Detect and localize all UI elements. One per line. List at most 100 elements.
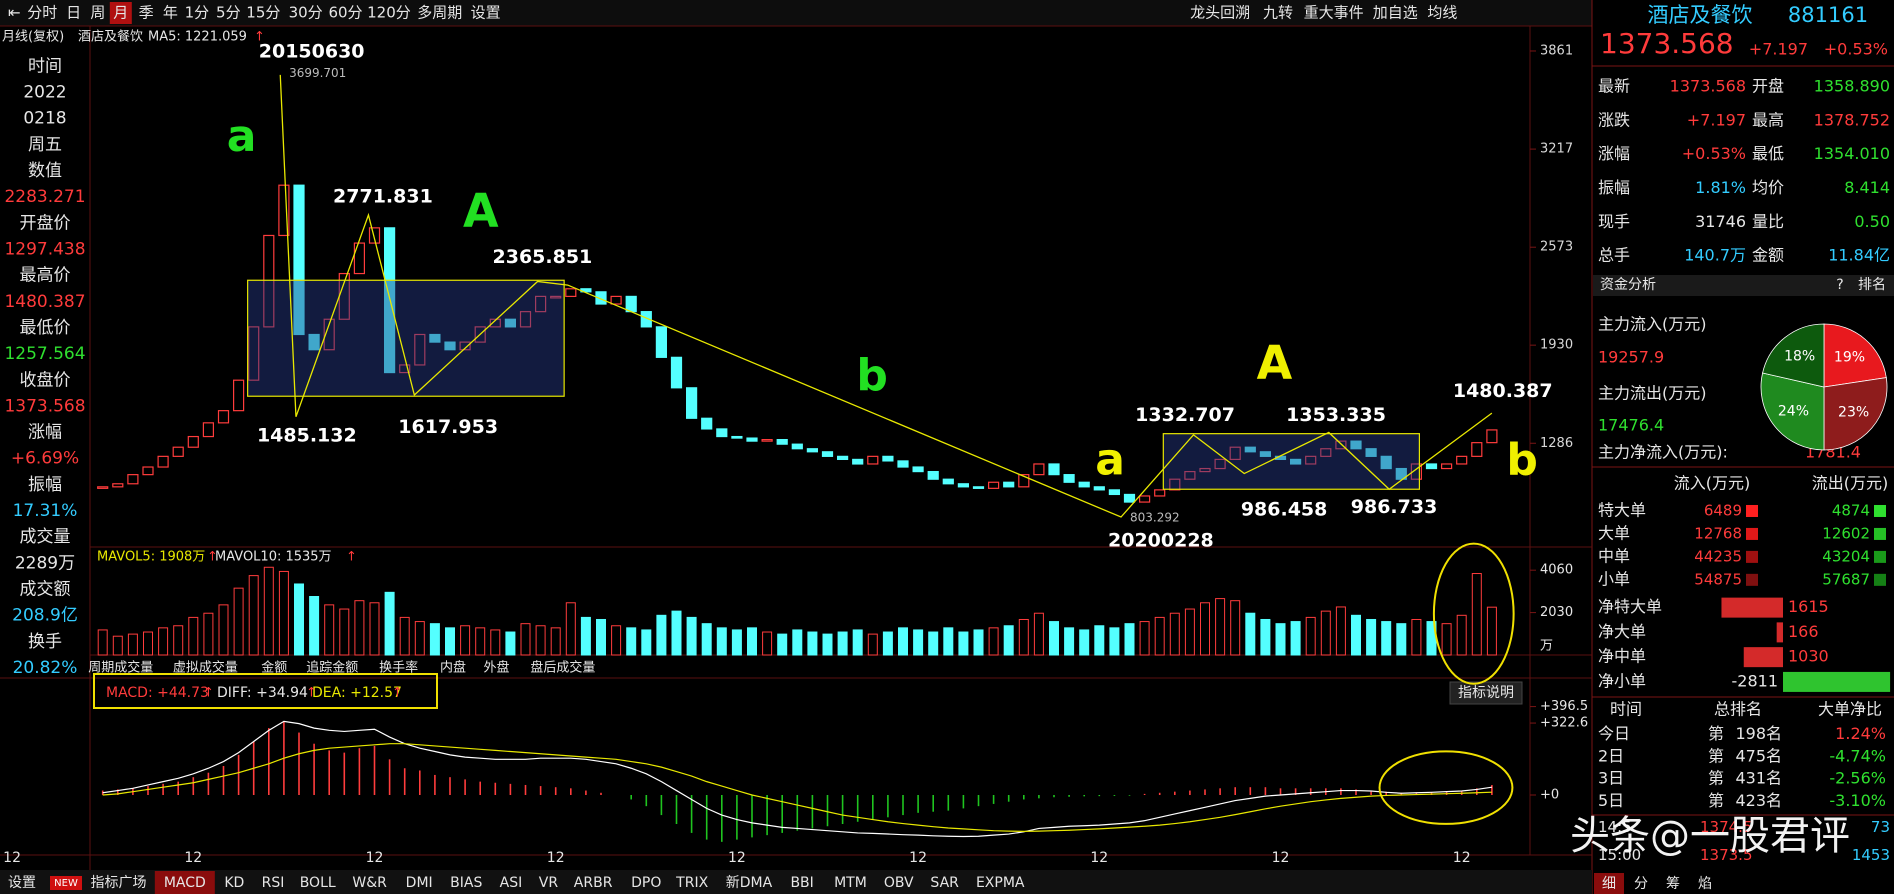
period-tab[interactable]: 5分 [216, 4, 241, 22]
fund-value: 17476.4 [1598, 416, 1664, 435]
ma-legend: MA5: 1221.059 [148, 30, 247, 45]
tool-button[interactable]: 龙头回溯 [1190, 4, 1250, 22]
tool-button[interactable]: 重大事件 [1304, 4, 1364, 22]
volume-tab[interactable]: 外盘 [483, 660, 509, 676]
x-tick-label: 12 [184, 850, 202, 866]
volume-tab[interactable]: 内盘 [440, 660, 466, 676]
volume-bar [943, 627, 954, 656]
tool-button[interactable]: 九转 [1263, 4, 1293, 22]
info-item: 1373.568 [4, 396, 85, 416]
tabbar-bg [0, 870, 1592, 894]
candle [1003, 481, 1015, 488]
period-tab[interactable]: 分时 [27, 4, 57, 22]
candle [987, 481, 1000, 489]
indicator-tab[interactable]: ARBR [574, 875, 613, 891]
volume-tab[interactable]: 换手率 [379, 660, 418, 676]
quote-label: 金额 [1752, 246, 1784, 265]
candle [1440, 463, 1453, 470]
quote-value: 1373.568 [1670, 76, 1746, 95]
help-button[interactable]: ? [1836, 277, 1843, 293]
flow-swatch [1746, 527, 1758, 540]
volume-bar [550, 627, 561, 656]
candle [685, 387, 698, 419]
period-tab[interactable]: 月 [113, 4, 128, 22]
period-tab[interactable]: 多周期 [417, 4, 462, 22]
indicator-tab[interactable]: TRIX [675, 875, 708, 891]
volume-bar [580, 616, 591, 656]
icon: ⇤ [8, 4, 21, 22]
candle [157, 455, 169, 468]
legend-entry: DIFF: +34.94 [217, 685, 308, 701]
indicator-tab[interactable]: 新DMA [726, 875, 773, 891]
info-item: 1480.387 [4, 292, 85, 312]
volume-bar [1094, 625, 1105, 656]
volume-bar [414, 621, 425, 656]
candle [202, 422, 214, 438]
volume-bar [1320, 610, 1331, 656]
indicator-tab[interactable]: MTM [834, 875, 867, 891]
period-tab[interactable]: 季 [139, 4, 154, 22]
volume-bar [1456, 614, 1467, 656]
x-tick-label: 12 [728, 850, 746, 866]
period-tab[interactable]: 1分 [185, 4, 210, 22]
period-tab[interactable]: 年 [163, 4, 178, 22]
period-tab[interactable]: 周 [90, 4, 105, 22]
indicator-tab[interactable]: W&R [352, 875, 387, 891]
panel-tab[interactable]: 焰 [1698, 876, 1712, 892]
indicator-tab[interactable]: DPO [631, 875, 661, 891]
quote-value: 1.81% [1695, 178, 1746, 197]
volume-tab[interactable]: 盘后成交量 [530, 660, 595, 676]
indicator-tab[interactable]: BOLL [300, 875, 336, 891]
volume-tab[interactable]: 金额 [261, 660, 287, 676]
volume-tab[interactable]: 虚拟成交量 [173, 660, 238, 676]
period-tab[interactable]: 120分 [367, 4, 411, 22]
settings-tab[interactable]: 设置 [8, 875, 36, 891]
period-tab[interactable]: 30分 [289, 4, 323, 22]
volume-bar [596, 618, 606, 656]
period-tab[interactable]: 60分 [328, 4, 362, 22]
net-flow-bar [1783, 671, 1891, 692]
panel-tab[interactable]: 分 [1634, 876, 1648, 892]
y-tick-label: 2030 [1540, 605, 1573, 620]
net-flow-value: -2811 [1732, 671, 1779, 690]
indicator-tab[interactable]: 指标广场 [91, 875, 147, 891]
indicator-tab[interactable]: BIAS [450, 875, 482, 891]
period-tab[interactable]: 15分 [246, 4, 280, 22]
volume-bar [958, 631, 969, 656]
info-item: 时间 [28, 56, 62, 76]
indicator-tab[interactable]: DMI [406, 875, 433, 891]
candle [867, 455, 879, 465]
badge-bg [50, 876, 82, 890]
indicator-tab[interactable]: SAR [930, 875, 959, 891]
quote-label: 现手 [1598, 212, 1630, 231]
indicator-tab[interactable]: RSI [262, 875, 285, 891]
tool-button[interactable]: 加自选 [1373, 4, 1418, 22]
panel-tab[interactable]: 细 [1602, 876, 1616, 892]
rank-value: 198名 [1735, 724, 1782, 743]
indicator-tab[interactable]: BBI [790, 875, 813, 891]
candle [610, 295, 622, 305]
help-button[interactable]: 指标说明 [1458, 685, 1514, 701]
period-tab[interactable]: 设置 [471, 4, 501, 22]
indicator-tab[interactable]: ASI [500, 875, 523, 891]
indicator-tab[interactable]: EXPMA [976, 875, 1025, 891]
info-item: 周五 [28, 135, 62, 155]
period-tab[interactable]: 日 [66, 4, 81, 22]
last-price: 1373.568 [1600, 27, 1734, 60]
rank-value: 423名 [1735, 791, 1782, 810]
volume-tab[interactable]: 追踪金额 [306, 660, 358, 676]
indicator-tab[interactable]: KD [224, 875, 244, 891]
indicator-tab[interactable]: OBV [884, 875, 914, 891]
info-item: 17.31% [13, 501, 78, 521]
indicator-tab[interactable]: MACD [164, 875, 206, 891]
tool-button[interactable]: 均线 [1427, 4, 1457, 22]
tick-volume: 1453 [1852, 846, 1890, 864]
candle [429, 333, 441, 343]
y-tick-label: 2573 [1540, 240, 1573, 255]
panel-tab[interactable]: 筹 [1666, 875, 1680, 892]
indicator-tab[interactable]: VR [539, 875, 559, 891]
volume-tab[interactable]: 周期成交量 [88, 660, 153, 676]
annotation: 20200228 [1108, 530, 1214, 552]
candle [1335, 440, 1347, 450]
rank-button[interactable]: 排名 [1858, 277, 1886, 293]
